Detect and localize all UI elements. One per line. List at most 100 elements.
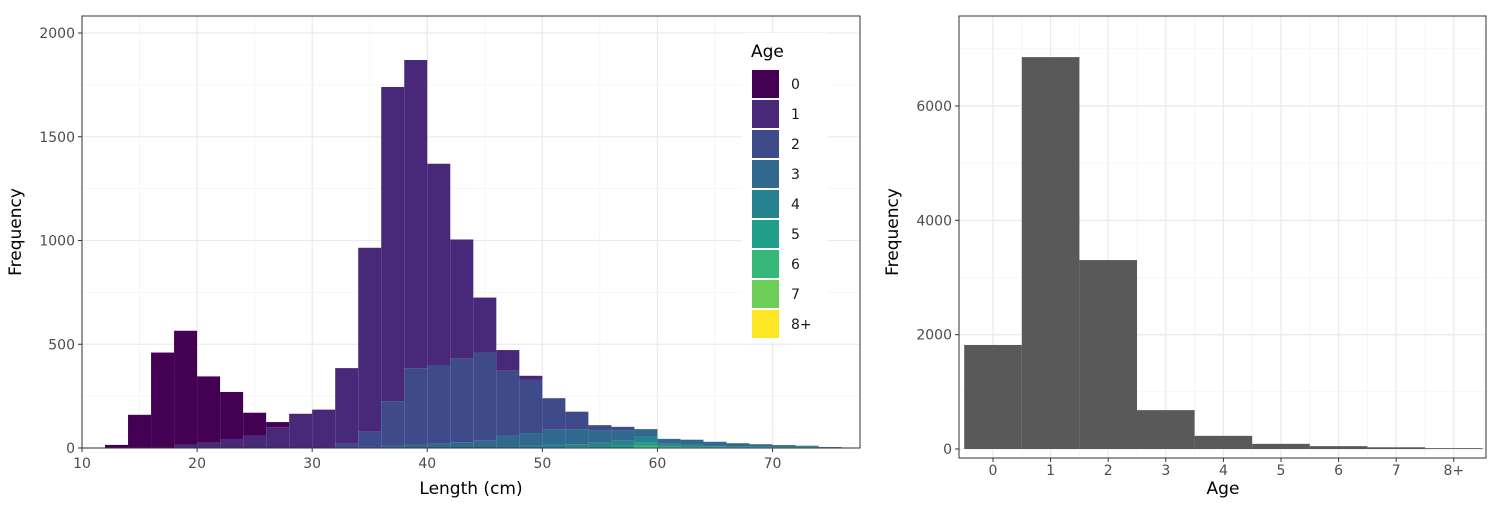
bar-age-0 bbox=[151, 352, 175, 448]
bar-age-3 bbox=[473, 440, 497, 448]
bar-age-5 bbox=[657, 445, 681, 447]
bar-age-3 bbox=[772, 445, 796, 447]
bar-age-1 bbox=[197, 442, 221, 448]
bar-age-5 bbox=[1252, 443, 1310, 449]
legend-label: 4 bbox=[791, 197, 800, 213]
x-tick-label: 70 bbox=[764, 456, 782, 472]
bar-age-4 bbox=[496, 446, 520, 448]
x-tick-label: 20 bbox=[188, 456, 206, 472]
panel-border bbox=[81, 15, 861, 449]
bar-age-3 bbox=[588, 430, 612, 443]
bar-age-0 bbox=[197, 376, 221, 443]
bar-age-1 bbox=[266, 427, 290, 448]
bar-age-2 bbox=[335, 443, 359, 448]
y-tick-label: 500 bbox=[48, 337, 75, 353]
y-tick-label: 6000 bbox=[916, 99, 952, 115]
legend-key-5 bbox=[752, 220, 779, 248]
bar-age-0 bbox=[964, 344, 1022, 449]
bar-age-5 bbox=[680, 446, 704, 448]
x-tick-label: 0 bbox=[989, 463, 998, 479]
bar-age-2 bbox=[450, 358, 474, 443]
legend-key-8+ bbox=[752, 310, 779, 338]
legend-label: 5 bbox=[791, 227, 800, 243]
bar-age-0 bbox=[128, 414, 152, 448]
y-tick-label: 2000 bbox=[39, 26, 75, 42]
bar-age-4 bbox=[680, 444, 704, 447]
x-tick-label: 3 bbox=[1161, 463, 1170, 479]
legend-key-6 bbox=[752, 250, 779, 278]
panel-border bbox=[958, 15, 1487, 459]
x-tick-label: 40 bbox=[418, 456, 436, 472]
bar-age-8+ bbox=[1425, 448, 1483, 449]
bar-age-1 bbox=[427, 163, 451, 366]
bar-age-2 bbox=[519, 379, 543, 434]
bar-age-3 bbox=[542, 429, 566, 445]
bar-age-3 bbox=[450, 442, 474, 448]
legend-label: 8+ bbox=[791, 317, 812, 333]
left-x-axis-label: Length (cm) bbox=[419, 479, 522, 499]
bar-age-2 bbox=[427, 365, 451, 444]
bar-age-3 bbox=[404, 444, 428, 448]
bar-age-3 bbox=[680, 439, 704, 445]
legend-title: Age bbox=[751, 42, 784, 62]
bar-age-3 bbox=[634, 429, 658, 437]
y-tick-label: 4000 bbox=[916, 213, 952, 229]
bar-age-4 bbox=[772, 446, 796, 448]
bar-age-1 bbox=[335, 368, 359, 444]
bar-age-4 bbox=[634, 436, 658, 443]
bar-age-2 bbox=[496, 370, 520, 436]
bar-age-1 bbox=[174, 444, 198, 448]
bar-age-4 bbox=[519, 445, 543, 448]
bar-age-1 bbox=[1021, 57, 1080, 450]
bar-age-4 bbox=[703, 445, 727, 447]
bar-age-2 bbox=[542, 398, 566, 430]
x-tick-label: 60 bbox=[649, 456, 667, 472]
legend-key-1 bbox=[752, 100, 779, 128]
bar-age-7 bbox=[634, 446, 658, 448]
bar-age-4 bbox=[611, 440, 635, 446]
bar-age-4 bbox=[588, 442, 612, 447]
bar-age-3 bbox=[749, 444, 773, 447]
bar-age-5 bbox=[588, 446, 612, 448]
bar-age-6 bbox=[1309, 446, 1368, 449]
right-y-axis-label: Frequency bbox=[883, 188, 903, 276]
bar-age-3 bbox=[565, 429, 589, 445]
legend-label: 0 bbox=[791, 77, 800, 93]
bar-age-3 bbox=[519, 433, 543, 446]
x-tick-label: 6 bbox=[1334, 463, 1343, 479]
y-tick-label: 0 bbox=[943, 442, 952, 458]
bar-age-3 bbox=[496, 435, 520, 447]
bar-age-4 bbox=[726, 446, 750, 448]
bar-age-1 bbox=[473, 297, 497, 353]
bar-age-2 bbox=[611, 426, 635, 431]
bar-age-1 bbox=[243, 435, 267, 448]
x-tick-label: 50 bbox=[533, 456, 551, 472]
x-tick-label: 7 bbox=[1392, 463, 1401, 479]
bar-age-3 bbox=[611, 430, 635, 441]
y-tick-label: 1000 bbox=[39, 234, 75, 250]
y-tick-label: 2000 bbox=[916, 328, 952, 344]
bar-age-1 bbox=[312, 409, 336, 448]
bar-age-2 bbox=[1079, 260, 1137, 449]
bar-age-0 bbox=[266, 422, 290, 428]
legend-label: 3 bbox=[791, 167, 800, 183]
legend-key-3 bbox=[752, 160, 779, 188]
bar-age-5 bbox=[634, 442, 658, 446]
bar-age-7 bbox=[1367, 447, 1425, 449]
bar-age-2 bbox=[565, 411, 589, 430]
bar-age-1 bbox=[450, 239, 474, 359]
bar-age-3 bbox=[726, 443, 750, 447]
x-tick-label: 1 bbox=[1046, 463, 1055, 479]
bar-age-4 bbox=[749, 446, 773, 448]
bar-age-4 bbox=[795, 446, 819, 448]
bar-age-4 bbox=[565, 444, 589, 448]
bar-age-2 bbox=[473, 352, 497, 441]
bar-age-4 bbox=[657, 443, 681, 446]
bar-age-1 bbox=[496, 350, 520, 371]
bar-age-3 bbox=[358, 446, 382, 448]
bar-age-3 bbox=[703, 441, 727, 446]
bar-age-2 bbox=[381, 401, 405, 446]
legend-key-4 bbox=[752, 190, 779, 218]
bar-age-0 bbox=[174, 330, 198, 445]
